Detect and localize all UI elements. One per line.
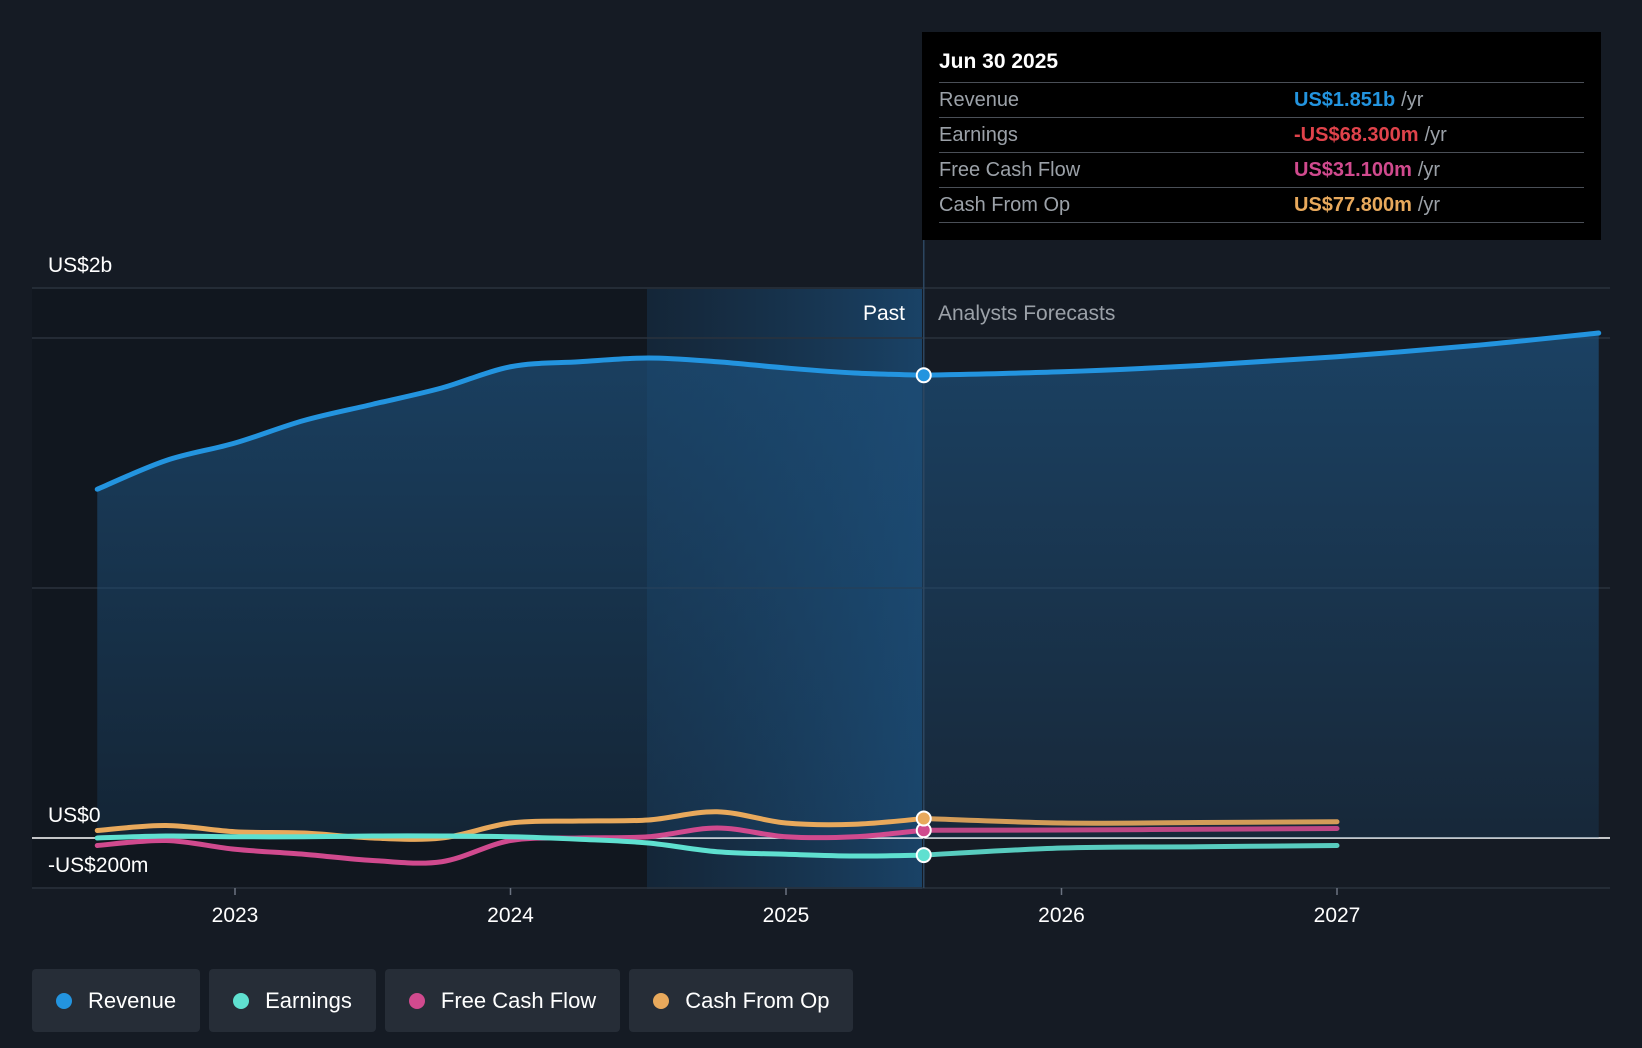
tooltip-row-revenue: Revenue US$1.851b /yr	[939, 82, 1584, 117]
tooltip-value: US$1.851b	[1294, 88, 1396, 111]
tooltip-row-free-cash-flow: Free Cash Flow US$31.100m /yr	[939, 152, 1584, 187]
x-tick-label: 2026	[1038, 904, 1085, 927]
y-label-top: US$2b	[48, 254, 112, 277]
y-label-zero: US$0	[48, 804, 101, 827]
cash-from-op-forecast-line	[921, 816, 1340, 826]
tooltip-unit: /yr	[1417, 193, 1441, 216]
cash-from-op-dot-icon	[653, 992, 670, 1009]
x-axis-ticks: 2023 2024 2025 2026 2027	[212, 888, 1361, 927]
legend-item-free-cash-flow[interactable]: Free Cash Flow	[384, 969, 621, 1032]
cash-from-op-line	[94, 809, 927, 842]
revenue-area	[97, 333, 1599, 838]
series-lines	[94, 330, 1602, 866]
y-label-negative: -US$200m	[48, 854, 148, 877]
revenue-marker	[915, 367, 932, 384]
tooltip-label: Earnings	[939, 123, 1018, 146]
tooltip-value: US$31.100m	[1294, 158, 1412, 181]
legend: Revenue Earnings Free Cash Flow Cash Fro…	[32, 969, 854, 1032]
tooltip-label: Cash From Op	[939, 193, 1071, 216]
forecast-label: Analysts Forecasts	[938, 302, 1115, 325]
legend-label: Cash From Op	[685, 987, 830, 1013]
revenue-dot-icon	[56, 992, 72, 1009]
financial-chart: Past Analysts Forecasts US$2b US$0 -US$2…	[32, 240, 1610, 927]
x-tick-label: 2027	[1314, 904, 1361, 927]
legend-item-revenue[interactable]: Revenue	[32, 969, 201, 1032]
x-tick-label: 2025	[763, 904, 810, 927]
tooltip-unit: /yr	[1401, 88, 1424, 111]
tooltip-date: Jun 30 2025	[939, 50, 1059, 73]
legend-label: Earnings	[265, 987, 352, 1013]
legend-item-earnings[interactable]: Earnings	[209, 969, 376, 1032]
revenue-line	[94, 355, 927, 492]
tooltip: Jun 30 2025 Revenue US$1.851b /yr Earnin…	[922, 32, 1601, 240]
tooltip-row-cash-from-op: Cash From Op US$77.800m /yr	[939, 187, 1584, 223]
free-cash-flow-dot-icon	[408, 992, 425, 1009]
tooltip-unit: /yr	[1424, 123, 1447, 146]
free-cash-flow-forecast-line	[921, 826, 1340, 833]
legend-item-cash-from-op[interactable]: Cash From Op	[629, 969, 854, 1032]
earnings-marker	[915, 847, 932, 864]
earnings-forecast-line	[921, 843, 1340, 858]
tooltip-value: US$77.800m	[1294, 193, 1412, 216]
tooltip-label: Revenue	[939, 88, 1020, 111]
x-tick-label: 2024	[487, 904, 534, 927]
tooltip-unit: /yr	[1417, 158, 1441, 181]
earnings-line	[94, 833, 927, 859]
x-tick-label: 2023	[212, 904, 259, 927]
tooltip-row-earnings: Earnings -US$68.300m /yr	[939, 117, 1584, 152]
series-markers	[915, 367, 932, 864]
cash-from-op-marker	[915, 810, 932, 827]
legend-label: Free Cash Flow	[440, 987, 597, 1013]
free-cash-flow-line	[94, 825, 927, 866]
tooltip-label: Free Cash Flow	[939, 158, 1081, 181]
revenue-forecast-line	[921, 330, 1602, 378]
past-label: Past	[863, 302, 905, 325]
earnings-dot-icon	[233, 992, 250, 1009]
tooltip-value: -US$68.300m	[1294, 123, 1419, 146]
legend-label: Revenue	[88, 987, 177, 1013]
